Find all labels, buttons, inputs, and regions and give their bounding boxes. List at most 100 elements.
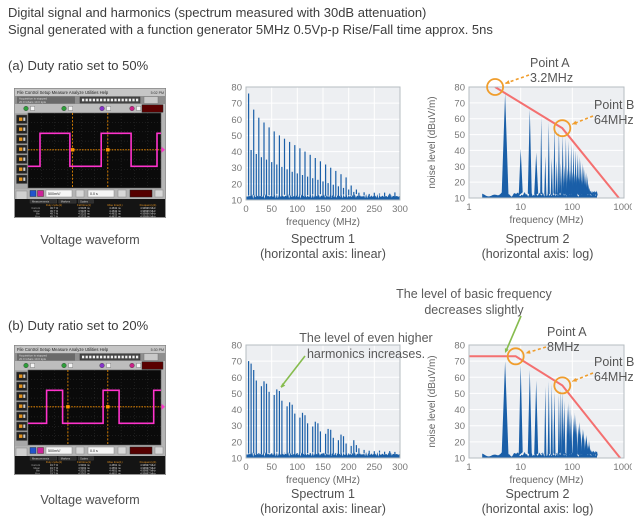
caption-spectrum2-a: Spectrum 2 (horizontal axis: log) bbox=[445, 232, 630, 262]
svg-text:Max: Max bbox=[35, 471, 41, 475]
svg-text:Min: Min bbox=[36, 469, 41, 473]
svg-text:19.7 %: 19.7 % bbox=[50, 469, 59, 473]
point-a-value-b: 8MHz bbox=[547, 340, 580, 354]
oscilloscope-screenshot-a: File Control Setup Measure Analyze Utili… bbox=[14, 88, 166, 218]
svg-text:20.0 GSa/s 10.0 kpts: 20.0 GSa/s 10.0 kpts bbox=[19, 357, 47, 361]
caption-spectrum1-a: Spectrum 1 (horizontal axis: linear) bbox=[246, 232, 400, 262]
svg-text:49.7 %: 49.7 % bbox=[50, 209, 59, 213]
svg-text:50: 50 bbox=[266, 204, 277, 215]
svg-text:60: 60 bbox=[454, 373, 465, 384]
svg-text:4.99996 MHz: 4.99996 MHz bbox=[140, 206, 156, 210]
svg-text:Measurements: Measurements bbox=[32, 199, 50, 203]
caption-voltage-waveform-b: Voltage waveform bbox=[40, 493, 140, 507]
svg-text:Scales: Scales bbox=[80, 199, 88, 203]
svg-text:5:30 PM: 5:30 PM bbox=[151, 348, 164, 352]
point-a-label-spectrum2-a: Point A 3.2MHz bbox=[530, 56, 573, 86]
svg-text:10: 10 bbox=[231, 454, 242, 465]
svg-text:noise level (dBuV/m): noise level (dBuV/m) bbox=[427, 96, 438, 188]
svg-text:70: 70 bbox=[231, 99, 242, 110]
svg-text:20.0 GSa/s 10.0 kpts: 20.0 GSa/s 10.0 kpts bbox=[19, 100, 47, 104]
svg-text:49.7 %: 49.7 % bbox=[50, 206, 59, 210]
svg-text:20: 20 bbox=[231, 437, 242, 448]
svg-text:1: 1 bbox=[466, 462, 471, 473]
svg-text:noise level (dBuV/m): noise level (dBuV/m) bbox=[427, 355, 438, 447]
point-a-name-b: Point A bbox=[547, 325, 587, 339]
svg-text:Mean: Mean bbox=[34, 466, 41, 470]
svg-text:250: 250 bbox=[366, 462, 382, 473]
svg-text:30: 30 bbox=[231, 163, 242, 174]
svg-text:0.0 s: 0.0 s bbox=[90, 449, 98, 453]
annotation-higher-harmonics-line1: The level of even higher bbox=[299, 331, 433, 345]
svg-text:10: 10 bbox=[231, 196, 242, 207]
point-b-name-a: Point B bbox=[594, 98, 635, 112]
figure-title-line2: Signal generated with a function generat… bbox=[8, 22, 493, 37]
svg-text:40: 40 bbox=[454, 146, 465, 157]
svg-text:Measurements: Measurements bbox=[32, 456, 50, 460]
svg-text:50: 50 bbox=[454, 130, 465, 141]
svg-text:4.5302 ns: 4.5302 ns bbox=[78, 466, 90, 470]
point-a-value-a: 3.2MHz bbox=[530, 71, 574, 85]
svg-text:Rise time(1): Rise time(1) bbox=[107, 203, 122, 207]
svg-text:20: 20 bbox=[454, 178, 465, 189]
svg-text:70: 70 bbox=[454, 98, 465, 109]
svg-text:70: 70 bbox=[454, 357, 465, 368]
caption-voltage-waveform-a: Voltage waveform bbox=[40, 233, 140, 247]
svg-text:Duty cycle(1): Duty cycle(1) bbox=[46, 460, 62, 464]
svg-text:Acquisition is stopped: Acquisition is stopped bbox=[19, 96, 47, 100]
svg-text:Max: Max bbox=[35, 214, 41, 218]
svg-text:4.99997 MHz: 4.99997 MHz bbox=[140, 463, 156, 467]
svg-text:4.99997 MHz: 4.99997 MHz bbox=[140, 471, 156, 475]
svg-text:4.5325 ns: 4.5325 ns bbox=[78, 206, 90, 210]
svg-text:30: 30 bbox=[454, 421, 465, 432]
svg-text:4.99996 MHz: 4.99996 MHz bbox=[140, 209, 156, 213]
svg-text:Current: Current bbox=[31, 206, 40, 210]
caption-spectrum1-b-title: Spectrum 1 bbox=[291, 487, 355, 501]
svg-text:Fall time(1): Fall time(1) bbox=[77, 203, 91, 207]
caption-spectrum1-b-sub: (horizontal axis: linear) bbox=[260, 502, 386, 516]
svg-text:40: 40 bbox=[231, 147, 242, 158]
svg-text:1000: 1000 bbox=[613, 202, 632, 213]
svg-text:Duty cycle(1): Duty cycle(1) bbox=[46, 203, 62, 207]
svg-text:100: 100 bbox=[289, 204, 305, 215]
svg-text:19.7 %: 19.7 % bbox=[50, 471, 59, 475]
point-a-label-spectrum2-b: Point A 8MHz bbox=[547, 325, 587, 355]
svg-text:80: 80 bbox=[454, 342, 465, 352]
caption-spectrum2-a-sub: (horizontal axis: log) bbox=[481, 247, 594, 261]
svg-text:50: 50 bbox=[231, 389, 242, 400]
svg-text:20: 20 bbox=[231, 179, 242, 190]
svg-text:Mean: Mean bbox=[34, 209, 41, 213]
svg-text:Scales: Scales bbox=[80, 456, 88, 460]
svg-text:500mV/: 500mV/ bbox=[48, 192, 60, 196]
svg-text:frequency (MHz): frequency (MHz) bbox=[510, 475, 584, 486]
annotation-higher-harmonics-line2: harmonics increases. bbox=[306, 346, 426, 361]
annotation-basic-frequency: The level of basic frequency decreases s… bbox=[374, 287, 574, 318]
caption-spectrum1-a-title: Spectrum 1 bbox=[291, 232, 355, 246]
svg-text:4.5302 ns: 4.5302 ns bbox=[78, 463, 90, 467]
svg-text:80: 80 bbox=[231, 84, 242, 94]
svg-text:0: 0 bbox=[243, 204, 248, 215]
svg-text:4.4651 ns: 4.4651 ns bbox=[109, 466, 121, 470]
svg-text:4.5325 ns: 4.5325 ns bbox=[78, 214, 90, 218]
spectrum1-chart-b: 0 50 100 150 200 250 300 10 20 30 40 50 60 70 80 freque… bbox=[231, 342, 408, 486]
caption-spectrum2-a-title: Spectrum 2 bbox=[505, 232, 570, 246]
svg-text:4.4651 ns: 4.4651 ns bbox=[109, 471, 121, 475]
caption-spectrum1-b: Spectrum 1 (horizontal axis: linear) bbox=[246, 487, 400, 517]
svg-text:300: 300 bbox=[392, 462, 408, 473]
svg-text:10: 10 bbox=[515, 202, 526, 213]
svg-text:4.99996 MHz: 4.99996 MHz bbox=[140, 212, 156, 216]
svg-text:80: 80 bbox=[231, 342, 242, 352]
point-b-value-b: 64MHz bbox=[594, 370, 634, 384]
spectrum1-chart-a: 0 50 100 150 200 250 300 10 20 30 40 50 60 70 80 freque… bbox=[231, 84, 408, 228]
svg-text:4.4632 ns: 4.4632 ns bbox=[109, 212, 121, 216]
section-a-label: (a) Duty ratio set to 50% bbox=[8, 58, 149, 73]
svg-text:80: 80 bbox=[454, 84, 465, 94]
svg-text:19.7 %: 19.7 % bbox=[50, 463, 59, 467]
svg-text:150: 150 bbox=[315, 204, 331, 215]
svg-text:Acquisition is stopped: Acquisition is stopped bbox=[19, 353, 47, 357]
annotation-higher-harmonics: The level of even higher harmonics incre… bbox=[284, 331, 448, 362]
svg-text:19.7 %: 19.7 % bbox=[50, 466, 59, 470]
svg-text:60: 60 bbox=[231, 115, 242, 126]
section-b-label: (b) Duty ratio set to 20% bbox=[8, 318, 149, 333]
